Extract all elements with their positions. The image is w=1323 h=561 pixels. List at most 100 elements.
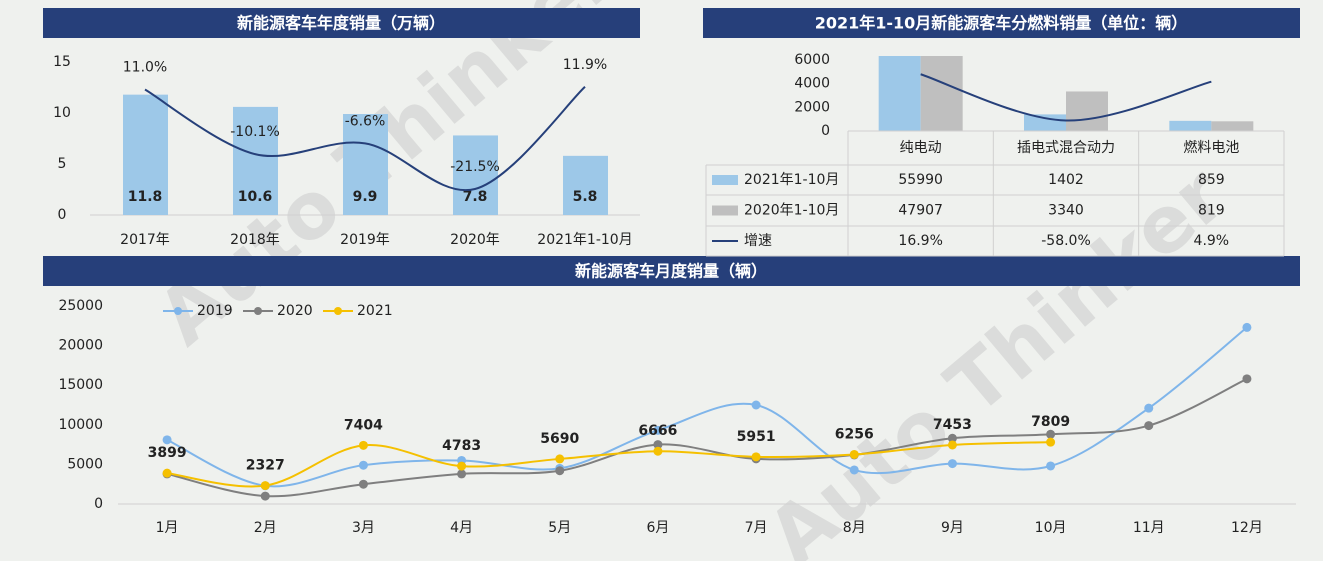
point: [751, 400, 761, 410]
y-tick-label: 0: [58, 207, 67, 223]
y-tick-label: 5000: [67, 456, 103, 472]
point: [260, 491, 270, 501]
legend-label: 2021: [357, 303, 393, 319]
data-label: 6256: [835, 426, 874, 442]
x-tick-label: 9月: [941, 520, 964, 536]
table-cell: 16.9%: [898, 233, 942, 249]
chart-title: 新能源客车月度销量（辆）: [575, 262, 767, 281]
point: [162, 435, 172, 445]
point: [653, 425, 663, 435]
point: [358, 440, 368, 450]
x-tick-label: 3月: [352, 520, 375, 536]
data-label: 7404: [344, 417, 383, 433]
bar: [1066, 91, 1108, 131]
bar: [343, 114, 388, 215]
bar: [878, 56, 921, 131]
legend-label: 2020年1-10月: [744, 203, 839, 219]
y-tick-label: 15: [53, 54, 71, 70]
point: [457, 469, 467, 479]
line: [166, 377, 1248, 498]
data-label: 7809: [1031, 414, 1070, 430]
table-cell: 819: [1198, 203, 1225, 219]
legend-label: 2021年1-10月: [744, 172, 839, 188]
y-tick-label: 20000: [58, 338, 103, 354]
y-tick-label: 10: [53, 105, 71, 121]
table-header: 纯电动: [900, 140, 942, 156]
point: [947, 440, 957, 450]
data-label: 7453: [933, 417, 972, 433]
legend-key: [254, 307, 262, 315]
point: [457, 461, 467, 471]
point: [358, 479, 368, 489]
bar-label: 9.9: [353, 189, 378, 205]
point: [849, 449, 859, 459]
y-tick-label: 0: [94, 496, 103, 512]
table-header: 燃料电池: [1183, 139, 1239, 156]
point: [555, 454, 565, 464]
line-label: 11.9%: [563, 57, 607, 73]
y-tick-label: 25000: [58, 298, 103, 314]
table-header: 插电式混合动力: [1017, 140, 1115, 156]
bar: [233, 106, 278, 215]
point: [653, 446, 663, 456]
line-label: -10.1%: [230, 124, 280, 140]
data-label: 2327: [246, 458, 285, 474]
table-cell: -58.0%: [1041, 233, 1091, 249]
x-tick-label: 2020年: [450, 232, 500, 248]
point: [555, 466, 565, 476]
y-tick-label: 4000: [794, 76, 830, 92]
legend-label: 2020: [277, 303, 313, 319]
bar: [563, 155, 608, 215]
table-cell: 47907: [898, 203, 943, 219]
bar-label: 10.6: [238, 189, 273, 205]
bar: [123, 94, 168, 215]
table-cell: 3340: [1048, 203, 1084, 219]
point: [1242, 374, 1252, 384]
legend-key: [712, 205, 738, 216]
x-tick-label: 2018年: [230, 232, 280, 248]
table-cell: 859: [1198, 172, 1225, 188]
point: [751, 452, 761, 462]
x-tick-label: 11月: [1133, 520, 1165, 536]
x-tick-label: 10月: [1035, 520, 1067, 536]
point: [653, 440, 663, 450]
bar: [1169, 120, 1212, 131]
data-label: 3899: [148, 445, 187, 461]
point: [947, 433, 957, 443]
point: [260, 481, 270, 491]
table-cell: 55990: [898, 172, 943, 188]
chart-title: 2021年1-10月新能源客车分燃料销量（单位：辆）: [815, 14, 1188, 33]
bar: [1024, 114, 1066, 131]
x-tick-label: 2月: [254, 520, 277, 536]
bar-label: 5.8: [573, 189, 598, 205]
y-tick-label: 0: [821, 123, 830, 139]
y-tick-label: 6000: [794, 52, 830, 68]
bar-label: 11.8: [128, 189, 163, 205]
line: [144, 86, 586, 192]
x-tick-label: 4月: [450, 520, 473, 536]
legend-key: [174, 307, 182, 315]
data-label: 6666: [638, 423, 677, 439]
x-tick-label: 8月: [843, 520, 866, 536]
point: [1046, 429, 1056, 439]
table-cell: 1402: [1048, 172, 1084, 188]
x-tick-label: 5月: [548, 520, 571, 536]
point: [162, 468, 172, 478]
point: [358, 460, 368, 470]
x-tick-label: 2017年: [120, 232, 170, 248]
point: [1144, 421, 1154, 431]
line-label: 11.0%: [123, 60, 167, 76]
x-tick-label: 1月: [156, 520, 179, 536]
legend-key: [712, 175, 738, 185]
line: [166, 326, 1248, 488]
y-tick-label: 15000: [58, 377, 103, 393]
point: [1046, 437, 1056, 447]
point: [849, 465, 859, 475]
chart-title: 新能源客车年度销量（万辆）: [237, 14, 445, 33]
legend-label: 2019: [197, 303, 233, 319]
legend-key: [334, 307, 342, 315]
bar: [453, 135, 498, 215]
x-tick-label: 2021年1-10月: [537, 232, 632, 248]
point: [1144, 403, 1154, 413]
